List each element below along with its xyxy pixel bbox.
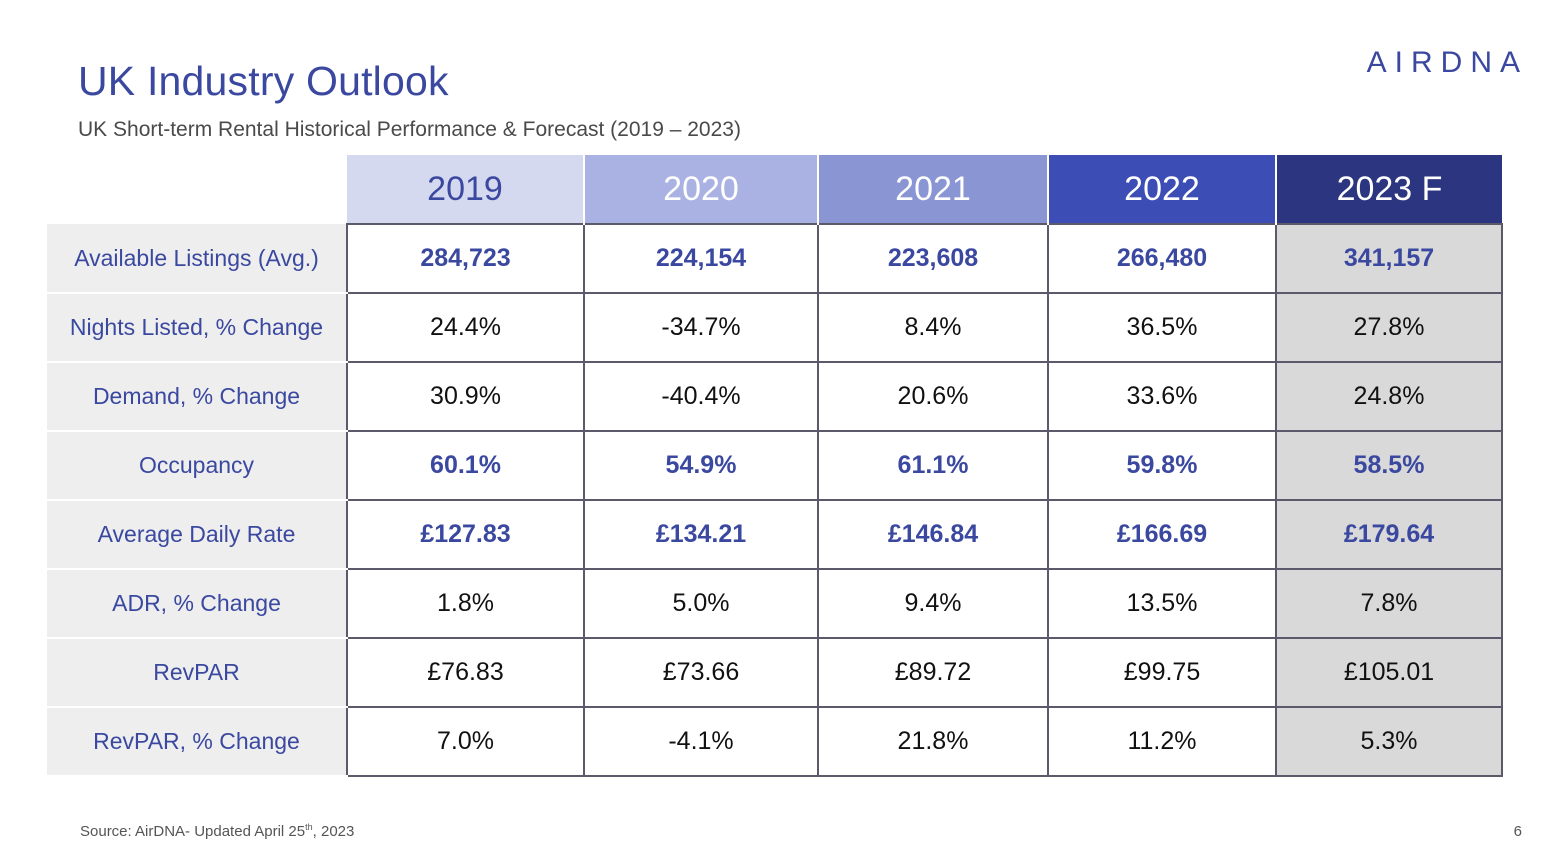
table-cell: 223,608 bbox=[817, 223, 1049, 294]
table-row: RevPAR, % Change 7.0% -4.1% 21.8% 11.2% … bbox=[47, 706, 1503, 777]
table-cell: 11.2% bbox=[1047, 706, 1277, 777]
page-subtitle: UK Short-term Rental Historical Performa… bbox=[78, 118, 741, 141]
table-cell: 9.4% bbox=[817, 568, 1049, 639]
table-row: Demand, % Change 30.9% -40.4% 20.6% 33.6… bbox=[47, 361, 1503, 432]
table-cell: 24.4% bbox=[346, 292, 585, 363]
header-row: 2019 2020 2021 2022 2023 F bbox=[47, 155, 1502, 224]
source-year: , 2023 bbox=[312, 823, 355, 840]
table-cell: £127.83 bbox=[346, 499, 585, 570]
table-cell: -4.1% bbox=[583, 706, 819, 777]
table-cell: 224,154 bbox=[583, 223, 819, 294]
row-label: Available Listings (Avg.) bbox=[47, 224, 348, 294]
table-cell: 59.8% bbox=[1047, 430, 1277, 501]
table-cell: £73.66 bbox=[583, 637, 819, 708]
table-cell: 7.0% bbox=[346, 706, 585, 777]
table-cell: 33.6% bbox=[1047, 361, 1277, 432]
table-row: ADR, % Change 1.8% 5.0% 9.4% 13.5% 7.8% bbox=[47, 568, 1503, 639]
table-cell: 284,723 bbox=[346, 223, 585, 294]
column-header-2020: 2020 bbox=[584, 155, 819, 224]
row-label: Average Daily Rate bbox=[47, 500, 348, 570]
table-cell: 20.6% bbox=[817, 361, 1049, 432]
table-row: Available Listings (Avg.) 284,723 224,15… bbox=[47, 223, 1503, 294]
forecast-cell: 24.8% bbox=[1275, 361, 1503, 432]
table-row: Occupancy 60.1% 54.9% 61.1% 59.8% 58.5% bbox=[47, 430, 1503, 501]
column-header-2021: 2021 bbox=[818, 155, 1049, 224]
airdna-logo: AIRDNA bbox=[1366, 46, 1528, 79]
table-cell: £134.21 bbox=[583, 499, 819, 570]
row-label: RevPAR, % Change bbox=[47, 707, 348, 777]
table-cell: £99.75 bbox=[1047, 637, 1277, 708]
table-cell: 266,480 bbox=[1047, 223, 1277, 294]
source-text: Source: AirDNA- Updated April 25 bbox=[80, 823, 306, 840]
forecast-cell: 58.5% bbox=[1275, 430, 1503, 501]
forecast-cell: 341,157 bbox=[1275, 223, 1503, 294]
table-cell: 61.1% bbox=[817, 430, 1049, 501]
table-cell: 36.5% bbox=[1047, 292, 1277, 363]
table-cell: -34.7% bbox=[583, 292, 819, 363]
table-row: RevPAR £76.83 £73.66 £89.72 £99.75 £105.… bbox=[47, 637, 1503, 708]
header-corner bbox=[47, 155, 347, 224]
column-header-2019: 2019 bbox=[347, 155, 585, 224]
table-cell: 30.9% bbox=[346, 361, 585, 432]
forecast-cell: £179.64 bbox=[1275, 499, 1503, 570]
source-ordinal: th bbox=[305, 822, 313, 832]
table-cell: 8.4% bbox=[817, 292, 1049, 363]
table-cell: 13.5% bbox=[1047, 568, 1277, 639]
table-cell: 1.8% bbox=[346, 568, 585, 639]
table-row: Average Daily Rate £127.83 £134.21 £146.… bbox=[47, 499, 1503, 570]
forecast-cell: 5.3% bbox=[1275, 706, 1503, 777]
table-cell: 60.1% bbox=[346, 430, 585, 501]
table-cell: 5.0% bbox=[583, 568, 819, 639]
row-label: Demand, % Change bbox=[47, 362, 348, 432]
page-number: 6 bbox=[1513, 823, 1522, 840]
page-title: UK Industry Outlook bbox=[78, 58, 449, 104]
table-cell: 54.9% bbox=[583, 430, 819, 501]
table-cell: £166.69 bbox=[1047, 499, 1277, 570]
row-label: Occupancy bbox=[47, 431, 348, 501]
forecast-cell: 27.8% bbox=[1275, 292, 1503, 363]
source-note: Source: AirDNA- Updated April 25th, 2023 bbox=[80, 822, 354, 840]
table-cell: £89.72 bbox=[817, 637, 1049, 708]
table-cell: 21.8% bbox=[817, 706, 1049, 777]
row-label: Nights Listed, % Change bbox=[47, 293, 348, 363]
table-cell: £76.83 bbox=[346, 637, 585, 708]
forecast-cell: 7.8% bbox=[1275, 568, 1503, 639]
row-label: RevPAR bbox=[47, 638, 348, 708]
table-row: Nights Listed, % Change 24.4% -34.7% 8.4… bbox=[47, 292, 1503, 363]
column-header-2023-forecast: 2023 F bbox=[1276, 155, 1502, 224]
row-label: ADR, % Change bbox=[47, 569, 348, 639]
table-cell: £146.84 bbox=[817, 499, 1049, 570]
table-cell: -40.4% bbox=[583, 361, 819, 432]
column-header-2022: 2022 bbox=[1048, 155, 1277, 224]
outlook-table: 2019 2020 2021 2022 2023 F Available Lis… bbox=[47, 155, 1503, 777]
forecast-cell: £105.01 bbox=[1275, 637, 1503, 708]
